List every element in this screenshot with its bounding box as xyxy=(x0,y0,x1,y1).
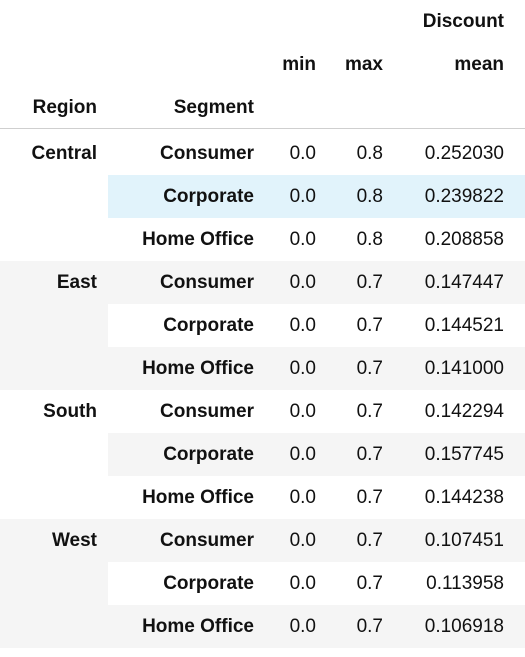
cell-segment: Corporate xyxy=(163,573,254,594)
cell-segment: Corporate xyxy=(163,315,254,336)
cell-min: 0.0 xyxy=(289,315,316,336)
region-index-cell: Central xyxy=(0,132,108,261)
table-row[interactable]: Consumer 0.0 0.7 0.142294 xyxy=(0,390,525,433)
index-name-segment: Segment xyxy=(173,97,254,118)
cell-max: 0.7 xyxy=(356,401,383,422)
cell-min: 0.0 xyxy=(289,487,316,508)
region-label: South xyxy=(43,401,97,422)
cell-max: 0.7 xyxy=(356,444,383,465)
cell-mean: 0.144521 xyxy=(424,315,504,336)
cell-mean: 0.144238 xyxy=(424,487,504,508)
cell-max: 0.7 xyxy=(356,272,383,293)
cell-min: 0.0 xyxy=(289,530,316,551)
region-index-cell: East xyxy=(0,261,108,390)
region-index-cell: West xyxy=(0,519,108,648)
region-label: West xyxy=(51,530,97,551)
cell-min: 0.0 xyxy=(289,272,316,293)
header-row-index-names: Region Segment xyxy=(0,86,525,129)
cell-mean: 0.107451 xyxy=(424,530,504,551)
cell-segment: Home Office xyxy=(142,487,254,508)
cell-max: 0.7 xyxy=(356,487,383,508)
table-row[interactable]: Home Office 0.0 0.7 0.144238 xyxy=(0,476,525,519)
header-row-column-group: Discount xyxy=(0,0,525,43)
cell-max: 0.8 xyxy=(356,229,383,250)
region-index-cell: South xyxy=(0,390,108,519)
cell-min: 0.0 xyxy=(289,358,316,379)
cell-min: 0.0 xyxy=(289,616,316,637)
index-name-region: Region xyxy=(32,97,97,118)
cell-mean: 0.113958 xyxy=(426,573,504,594)
column-header-max: max xyxy=(344,54,383,75)
cell-segment: Home Office xyxy=(142,229,254,250)
table-row[interactable]: Corporate 0.0 0.7 0.144521 xyxy=(0,304,525,347)
cell-min: 0.0 xyxy=(289,186,316,207)
cell-max: 0.8 xyxy=(356,186,383,207)
cell-min: 0.0 xyxy=(289,229,316,250)
cell-min: 0.0 xyxy=(289,444,316,465)
cell-max: 0.8 xyxy=(356,143,383,164)
cell-max: 0.7 xyxy=(356,573,383,594)
header-divider xyxy=(0,128,525,129)
cell-segment: Consumer xyxy=(160,272,254,293)
cell-segment: Consumer xyxy=(160,530,254,551)
cell-min: 0.0 xyxy=(289,401,316,422)
cell-segment: Consumer xyxy=(160,401,254,422)
header-row-stats: min max mean xyxy=(0,43,525,86)
cell-max: 0.7 xyxy=(356,616,383,637)
cell-max: 0.7 xyxy=(356,358,383,379)
table-row[interactable]: Corporate 0.0 0.8 0.239822 xyxy=(0,175,525,218)
cell-max: 0.7 xyxy=(356,530,383,551)
cell-mean: 0.252030 xyxy=(424,143,504,164)
cell-mean: 0.141000 xyxy=(424,358,504,379)
cell-mean: 0.106918 xyxy=(424,616,504,637)
region-label: Central xyxy=(31,143,97,164)
cell-segment: Home Office xyxy=(142,358,254,379)
table-row[interactable]: Consumer 0.0 0.8 0.252030 xyxy=(0,132,525,175)
cell-mean: 0.142294 xyxy=(424,401,504,422)
cell-mean: 0.147447 xyxy=(424,272,504,293)
cell-mean: 0.157745 xyxy=(424,444,504,465)
cell-segment: Corporate xyxy=(163,444,254,465)
cell-mean: 0.208858 xyxy=(424,229,504,250)
cell-segment: Home Office xyxy=(142,616,254,637)
cell-max: 0.7 xyxy=(356,315,383,336)
cell-segment: Corporate xyxy=(163,186,254,207)
column-group-header-discount: Discount xyxy=(422,11,504,32)
cell-mean: 0.239822 xyxy=(424,186,504,207)
table-row[interactable]: Home Office 0.0 0.8 0.208858 xyxy=(0,218,525,261)
row-hover-highlight xyxy=(108,175,525,218)
cell-segment: Consumer xyxy=(160,143,254,164)
region-label: East xyxy=(56,272,97,293)
column-header-min: min xyxy=(282,54,316,75)
cell-min: 0.0 xyxy=(289,573,316,594)
column-header-mean: mean xyxy=(454,54,504,75)
cell-min: 0.0 xyxy=(289,143,316,164)
table-row[interactable]: Corporate 0.0 0.7 0.113958 xyxy=(0,562,525,605)
